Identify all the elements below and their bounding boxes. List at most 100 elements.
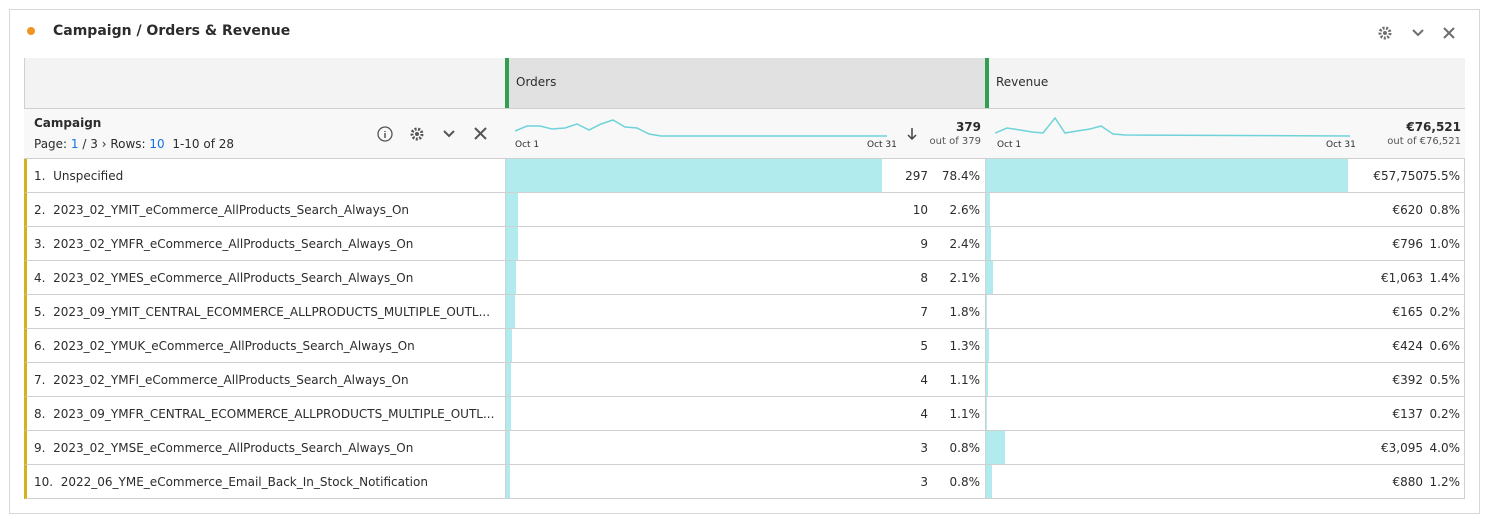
label: / 3	[82, 137, 98, 151]
rows[interactable]: 10	[149, 137, 165, 151]
bar	[986, 397, 987, 430]
bar	[506, 397, 512, 430]
rank: 2.	[34, 203, 46, 217]
column-header[interactable]: Revenue	[985, 58, 1465, 108]
range: 1-10 of 28	[172, 137, 235, 151]
total-value: €76,521	[1406, 120, 1461, 134]
sparkline	[515, 119, 887, 137]
row-label: 9. 2023_02_YMSE_eCommerce_AllProducts_Se…	[34, 441, 504, 455]
bar	[986, 193, 990, 226]
cell-pct: 0.6%	[1429, 339, 1461, 353]
bar	[506, 159, 883, 192]
cell: 7 1.8%	[505, 295, 986, 328]
column-title: Revenue	[996, 75, 1049, 89]
row-label: 4. 2023_02_YMES_eCommerce_AllProducts_Se…	[34, 271, 504, 285]
cell: €796 1.0%	[985, 227, 1466, 260]
row-label: 8. 2023_09_YMFR_CENTRAL_ECOMMERCE_ALLPRO…	[34, 407, 504, 421]
cell-pct: 0.8%	[1429, 203, 1461, 217]
bar	[986, 363, 989, 396]
bar	[986, 431, 1006, 464]
table-row: 4. 2023_02_YMES_eCommerce_AllProducts_Se…	[24, 261, 1465, 295]
cell-pct: 4.0%	[1429, 441, 1461, 455]
campaign: 2023_02_YMFR_eCommerce_AllProducts_Searc…	[53, 237, 414, 251]
cell: €165 0.2%	[985, 295, 1466, 328]
table-row: 9. 2023_02_YMSE_eCommerce_AllProducts_Se…	[24, 431, 1465, 465]
bar	[506, 227, 518, 260]
cell-value: 3	[920, 441, 928, 455]
cell: €57,750 75.5%	[985, 159, 1466, 192]
bar	[986, 295, 987, 328]
campaign: 2023_02_YMES_eCommerce_AllProducts_Searc…	[53, 271, 414, 285]
cell: €3,095 4.0%	[985, 431, 1466, 464]
campaign: 2023_02_YMUK_eCommerce_AllProducts_Searc…	[53, 339, 415, 353]
bar	[506, 363, 512, 396]
cell-value: €3,095	[1381, 441, 1423, 455]
cell: €620 0.8%	[985, 193, 1466, 226]
column-header[interactable]: Orders	[505, 58, 985, 108]
bar	[506, 431, 510, 464]
cell-pct: 1.1%	[949, 407, 981, 421]
pagination: Page: 1 / 3 › Rows: 10 1-10 of 28	[34, 137, 235, 151]
rank: 6.	[34, 339, 46, 353]
cell-value: €424	[1392, 339, 1423, 353]
cell-value: 3	[920, 475, 928, 489]
status-dot	[27, 27, 35, 35]
cell-pct: 1.3%	[949, 339, 981, 353]
cell: €424 0.6%	[985, 329, 1466, 362]
cell: 5 1.3%	[505, 329, 986, 362]
bar	[986, 261, 993, 294]
cell-pct: 2.1%	[949, 271, 981, 285]
table-row: 2. 2023_02_YMIT_eCommerce_AllProducts_Se…	[24, 193, 1465, 227]
cell-pct: 1.8%	[949, 305, 981, 319]
page[interactable]: 1	[70, 137, 79, 151]
campaign: Unspecified	[53, 169, 124, 183]
campaign: 2023_09_YMFR_CENTRAL_ECOMMERCE_ALLPRODUC…	[53, 407, 495, 421]
panel-icons[interactable]	[1376, 24, 1461, 42]
cell-value: 4	[920, 407, 928, 421]
campaign: 2023_09_YMIT_CENTRAL_ECOMMERCE_ALLPRODUC…	[53, 305, 491, 319]
cell-value: 7	[920, 305, 928, 319]
cell-pct: 75.5%	[1421, 169, 1460, 183]
cell: 8 2.1%	[505, 261, 986, 294]
summary-row	[24, 108, 1465, 159]
axis-label: Oct 31	[867, 140, 897, 150]
cell-value: €165	[1392, 305, 1423, 319]
bar	[986, 465, 992, 498]
cell: 4 1.1%	[505, 363, 986, 396]
cell: €392 0.5%	[985, 363, 1466, 396]
cell-pct: 1.2%	[1429, 475, 1461, 489]
row-label: 7. 2023_02_YMFI_eCommerce_AllProducts_Se…	[34, 373, 504, 387]
cell: 10 2.6%	[505, 193, 986, 226]
label: Page:	[34, 137, 68, 151]
cell-pct: 2.4%	[949, 237, 981, 251]
campaign: 2023_02_YMFI_eCommerce_AllProducts_Searc…	[53, 373, 409, 387]
row-icons[interactable]	[375, 124, 491, 144]
cell: 9 2.4%	[505, 227, 986, 260]
cell-value: €392	[1392, 373, 1423, 387]
table-row: 8. 2023_09_YMFR_CENTRAL_ECOMMERCE_ALLPRO…	[24, 397, 1465, 431]
cell: 4 1.1%	[505, 397, 986, 430]
sort-icon[interactable]	[906, 127, 918, 141]
cell-value: 10	[912, 203, 928, 217]
bar	[506, 329, 513, 362]
cell-value: €880	[1392, 475, 1423, 489]
table-row: 1. Unspecified 297 78.4% €57,750 75.5%	[24, 159, 1465, 193]
cell-value: €137	[1392, 407, 1423, 421]
bar	[506, 261, 517, 294]
cell-pct: 1.1%	[949, 373, 981, 387]
rank: 8.	[34, 407, 46, 421]
cell-value: €620	[1392, 203, 1423, 217]
bar	[986, 329, 989, 362]
total-sub: out of €76,521	[1387, 136, 1461, 147]
total-sub: out of 379	[929, 136, 981, 147]
cell-pct: 0.5%	[1429, 373, 1461, 387]
total-value: 379	[955, 120, 981, 134]
cell-value: €1,063	[1381, 271, 1423, 285]
table-row: 3. 2023_02_YMFR_eCommerce_AllProducts_Se…	[24, 227, 1465, 261]
rank: 1.	[34, 169, 46, 183]
campaign: 2023_02_YMSE_eCommerce_AllProducts_Searc…	[53, 441, 414, 455]
bar	[506, 465, 510, 498]
table-row: 10. 2022_06_YME_eCommerce_Email_Back_In_…	[24, 465, 1465, 499]
cell-pct: 1.0%	[1429, 237, 1461, 251]
